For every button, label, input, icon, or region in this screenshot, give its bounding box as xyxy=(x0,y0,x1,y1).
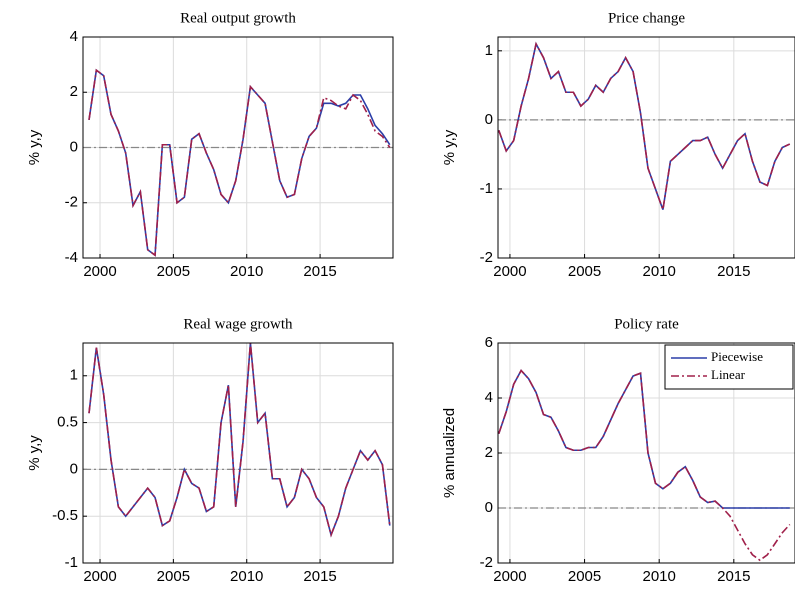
plot-frame xyxy=(82,342,394,564)
y-tick-label: 0.5 xyxy=(57,414,78,431)
chart-title: Real wage growth xyxy=(183,316,293,332)
series-line xyxy=(498,41,791,210)
y-tick-label: 0 xyxy=(70,138,78,155)
x-tick-label: 2005 xyxy=(568,568,601,585)
y-tick-label: -1 xyxy=(480,180,493,197)
y-tick-label: -2 xyxy=(65,194,78,211)
panel: 2000 2005 2010 2015 -2 0 2 4 6 Policy rate % annua… xyxy=(441,316,795,585)
plot-frame xyxy=(497,36,795,259)
y-axis-label: % y,y xyxy=(26,435,43,471)
plot-frame xyxy=(82,36,394,259)
y-tick-label: -2 xyxy=(480,249,493,266)
x-tick-label: 2015 xyxy=(303,568,336,585)
x-tick-label: 2000 xyxy=(83,568,116,585)
series-line xyxy=(88,343,391,538)
legend-box xyxy=(664,344,794,390)
x-tick-label: 2015 xyxy=(717,263,750,280)
y-tick-label: 6 xyxy=(485,334,493,351)
y-tick-label: 4 xyxy=(70,28,78,45)
plot-frame xyxy=(497,342,795,564)
y-axis-label: % y,y xyxy=(26,129,43,165)
x-tick-label: 2005 xyxy=(568,263,601,280)
legend-label: Piecewise xyxy=(711,349,763,364)
series-line xyxy=(88,68,391,257)
panel: 2000 2005 2010 2015 -1 -0.5 0 0.5 1 Real wage gro… xyxy=(26,316,394,585)
y-tick-label: -4 xyxy=(65,249,78,266)
x-tick-label: 2005 xyxy=(157,263,190,280)
x-tick-label: 2000 xyxy=(493,568,526,585)
y-tick-label: 4 xyxy=(485,389,493,406)
legend: Piecewise Linear xyxy=(664,344,794,390)
panel: 2000 2005 2010 2015 -2 -1 0 1 Price change % y,y xyxy=(441,10,795,280)
y-tick-label: 0 xyxy=(485,111,493,128)
x-tick-label: 2010 xyxy=(230,568,263,585)
x-tick-label: 2005 xyxy=(157,568,190,585)
y-tick-label: 2 xyxy=(485,444,493,461)
y-tick-label: -0.5 xyxy=(52,507,78,524)
chart-title: Price change xyxy=(608,10,685,26)
y-tick-label: -1 xyxy=(65,554,78,571)
y-tick-label: 0 xyxy=(70,460,78,477)
x-tick-label: 2015 xyxy=(717,568,750,585)
x-tick-label: 2010 xyxy=(642,263,675,280)
series-line xyxy=(498,41,791,210)
x-tick-label: 2000 xyxy=(83,263,116,280)
x-tick-label: 2000 xyxy=(493,263,526,280)
legend-label: Linear xyxy=(711,367,746,382)
y-tick-label: 0 xyxy=(485,499,493,516)
y-axis-label: % y,y xyxy=(441,129,458,165)
series-line xyxy=(498,369,790,509)
series-line xyxy=(498,369,791,562)
y-tick-label: 1 xyxy=(70,367,78,384)
panel: 2000 2005 2010 2015 -4 -2 0 2 4 Real output growt… xyxy=(26,10,394,280)
x-tick-label: 2010 xyxy=(230,263,263,280)
x-tick-label: 2010 xyxy=(642,568,675,585)
y-tick-label: 1 xyxy=(485,42,493,59)
series-line xyxy=(88,68,391,257)
y-tick-label: 2 xyxy=(70,83,78,100)
y-tick-label: -2 xyxy=(480,554,493,571)
y-axis-label: % annualized xyxy=(441,408,458,498)
chart-title: Policy rate xyxy=(614,316,679,332)
chart-title: Real output growth xyxy=(180,10,296,26)
x-tick-label: 2015 xyxy=(303,263,336,280)
